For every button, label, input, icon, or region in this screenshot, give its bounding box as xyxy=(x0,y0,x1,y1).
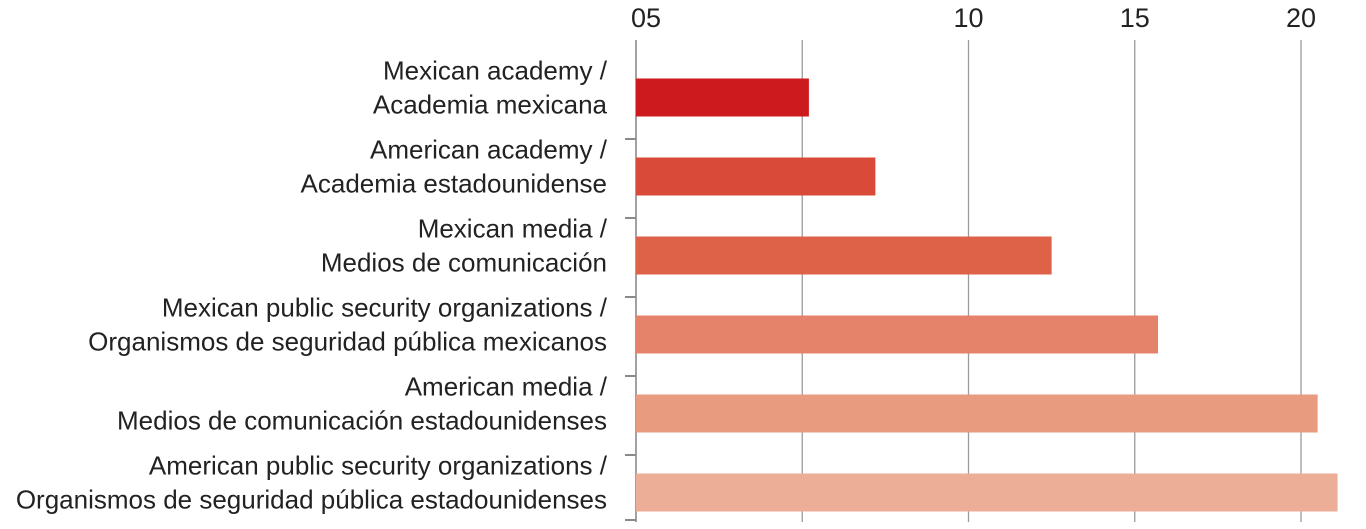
category-labels: Mexican academy / Academia mexicana Americ… xyxy=(16,56,608,515)
category-label: American academy / xyxy=(370,135,608,165)
category-label: Organismos de seguridad pública mexicano… xyxy=(88,327,607,357)
x-tick-label: 10 xyxy=(953,3,983,33)
category-label: Academia estadounidense xyxy=(301,169,607,199)
bars xyxy=(636,78,1338,512)
x-tick-label: 15 xyxy=(1120,3,1150,33)
category-label: Academia mexicana xyxy=(373,90,608,120)
category-label: Medios de comunicación xyxy=(321,248,607,278)
category-label: Medios de comunicación estadounidenses xyxy=(117,406,607,436)
bar xyxy=(636,315,1159,354)
x-axis-ticks: 05 10 15 20 xyxy=(631,3,1316,33)
bar xyxy=(636,473,1338,512)
x-tick-label: 20 xyxy=(1286,3,1316,33)
y-axis xyxy=(625,40,637,522)
bar xyxy=(636,394,1318,433)
category-label: American media / xyxy=(405,372,608,402)
bar xyxy=(636,157,876,196)
category-label: Organismos de seguridad pública estadoun… xyxy=(16,485,607,515)
category-label: Mexican media / xyxy=(418,214,608,244)
bar xyxy=(636,78,809,117)
x-tick-label: 05 xyxy=(631,3,661,33)
category-label: Mexican academy / xyxy=(383,56,608,86)
bar xyxy=(636,236,1052,275)
category-label: Mexican public security organizations / xyxy=(162,293,608,323)
gridlines xyxy=(801,40,1302,522)
category-label: American public security organizations / xyxy=(149,451,608,481)
